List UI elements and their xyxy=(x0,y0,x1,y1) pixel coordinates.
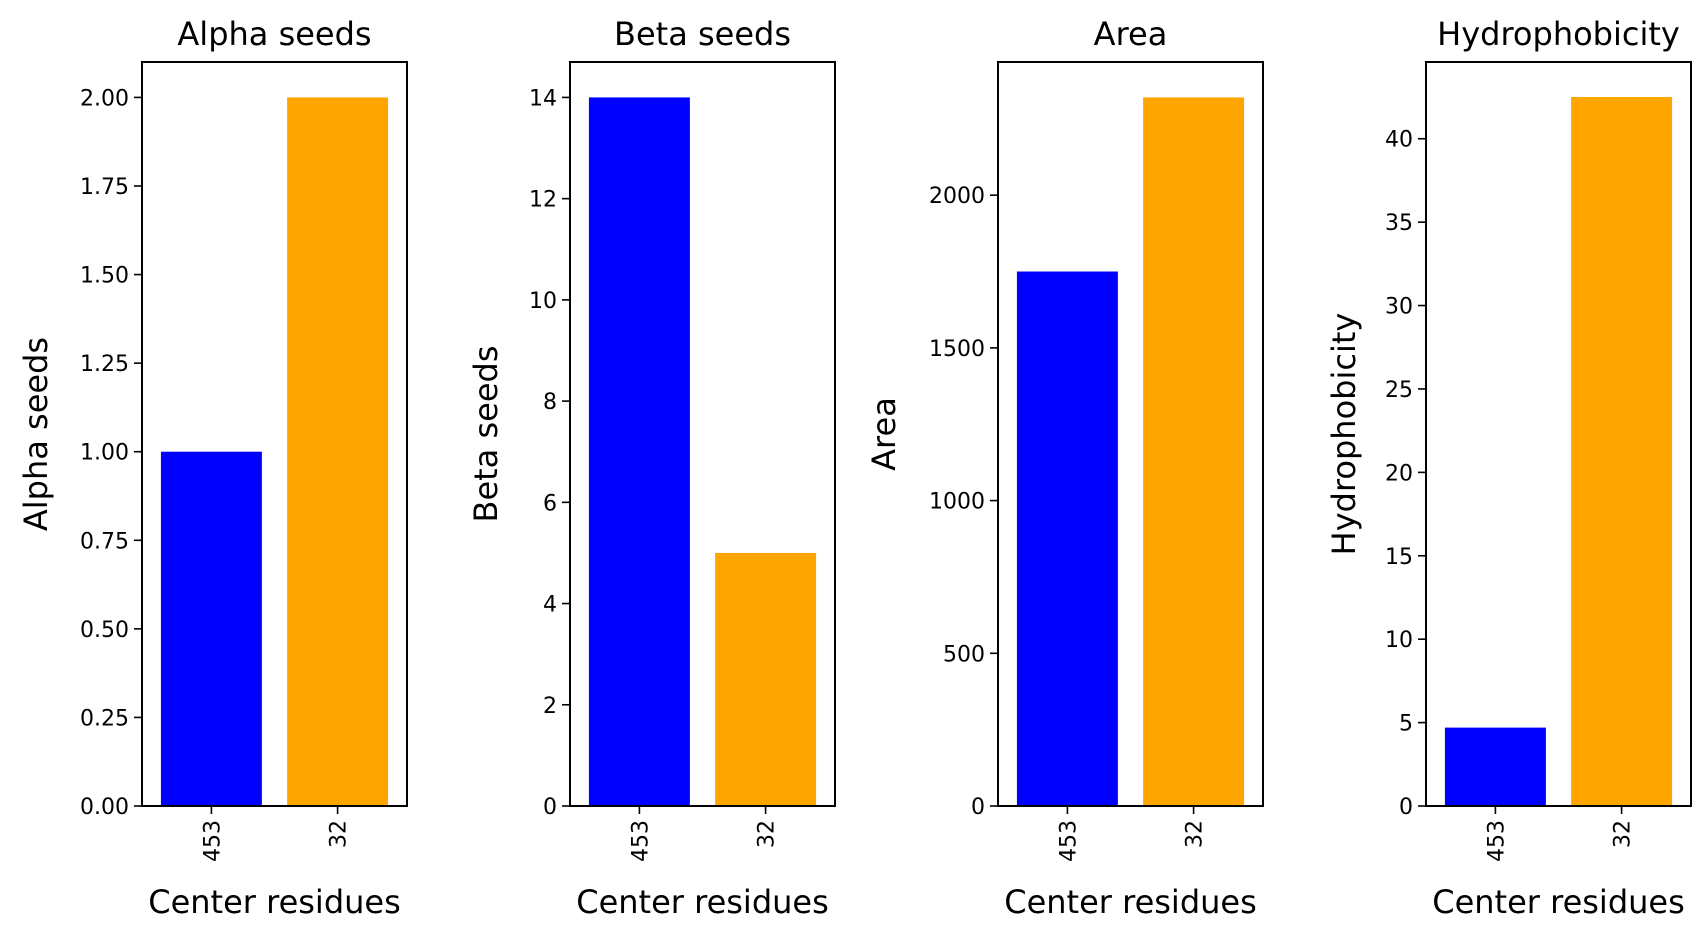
bar-32 xyxy=(715,552,817,806)
y-tick-label: 1500 xyxy=(929,337,985,362)
panel-title: Area xyxy=(1094,15,1168,53)
x-tick-label: 453 xyxy=(200,820,225,862)
y-tick-label: 0.00 xyxy=(80,795,129,820)
y-axis-label: Beta seeds xyxy=(467,346,505,523)
bar-32 xyxy=(287,97,389,807)
x-tick-label: 32 xyxy=(1611,820,1636,848)
panel-title: Alpha seeds xyxy=(177,15,371,53)
axes-frame xyxy=(997,61,1264,807)
panel-4: 453 32 0 5 10 15 20 25 30 35 40 Hydrophobicity Cente… xyxy=(1325,15,1692,921)
bar-453 xyxy=(1016,271,1118,806)
x-tick-label: 32 xyxy=(755,820,780,848)
y-tick-label: 14 xyxy=(529,86,557,111)
y-tick-label: 500 xyxy=(943,642,985,667)
axes-frame xyxy=(569,61,836,807)
y-tick-label: 6 xyxy=(543,491,557,516)
panel-title: Beta seeds xyxy=(614,15,791,53)
y-tick-label: 35 xyxy=(1385,211,1413,236)
x-axis-label: Center residues xyxy=(148,883,401,921)
y-tick-label: 1.75 xyxy=(80,175,129,200)
y-tick-label: 5 xyxy=(1399,712,1413,737)
y-tick-label: 10 xyxy=(1385,628,1413,653)
y-tick-label: 25 xyxy=(1385,378,1413,403)
bar-32 xyxy=(1571,97,1673,806)
y-tick-label: 12 xyxy=(529,188,557,213)
bar-32 xyxy=(1143,97,1245,807)
x-tick-label: 453 xyxy=(1484,820,1509,862)
y-tick-label: 0.75 xyxy=(80,529,129,554)
panel-3: 453 32 0 500 1000 1500 2000 Area Center residues… xyxy=(865,15,1264,921)
y-tick-label: 2 xyxy=(543,694,557,719)
y-tick-label: 0 xyxy=(543,795,557,820)
y-tick-label: 1.50 xyxy=(80,264,129,289)
panel-1: 453 32 0.00 0.25 0.50 0.75 1.00 1.25 1.50 1.75 2.0… xyxy=(17,15,408,921)
y-tick-label: 0.25 xyxy=(80,706,129,731)
y-axis-label: Alpha seeds xyxy=(17,337,55,531)
y-axis-label: Hydrophobicity xyxy=(1325,313,1363,556)
x-axis-label: Center residues xyxy=(1432,883,1685,921)
y-tick-label: 1000 xyxy=(929,490,985,515)
y-tick-label: 4 xyxy=(543,593,557,618)
y-tick-label: 30 xyxy=(1385,295,1413,320)
panel-title: Hydrophobicity xyxy=(1437,15,1680,53)
y-axis-label: Area xyxy=(865,397,903,471)
x-tick-label: 32 xyxy=(1183,820,1208,848)
y-tick-label: 1.25 xyxy=(80,352,129,377)
y-tick-label: 8 xyxy=(543,390,557,415)
y-tick-label: 2.00 xyxy=(80,86,129,111)
y-tick-label: 2000 xyxy=(929,184,985,209)
y-tick-label: 0.50 xyxy=(80,618,129,643)
x-axis-label: Center residues xyxy=(576,883,829,921)
x-axis-label: Center residues xyxy=(1004,883,1257,921)
bar-453 xyxy=(160,451,262,806)
y-tick-label: 20 xyxy=(1385,461,1413,486)
axes-frame xyxy=(141,61,408,807)
x-tick-label: 32 xyxy=(327,820,352,848)
y-tick-label: 0 xyxy=(971,795,985,820)
panel-2: 453 32 0 2 4 6 8 10 12 14 Beta seeds Center residue… xyxy=(467,15,836,921)
bar-453 xyxy=(588,97,690,807)
x-tick-label: 453 xyxy=(628,820,653,862)
x-tick-label: 453 xyxy=(1056,820,1081,862)
y-tick-label: 15 xyxy=(1385,545,1413,570)
y-tick-label: 0 xyxy=(1399,795,1413,820)
y-tick-label: 40 xyxy=(1385,128,1413,153)
axes-frame xyxy=(1425,61,1692,807)
bar-453 xyxy=(1444,727,1546,806)
y-tick-label: 10 xyxy=(529,289,557,314)
y-tick-label: 1.00 xyxy=(80,441,129,466)
